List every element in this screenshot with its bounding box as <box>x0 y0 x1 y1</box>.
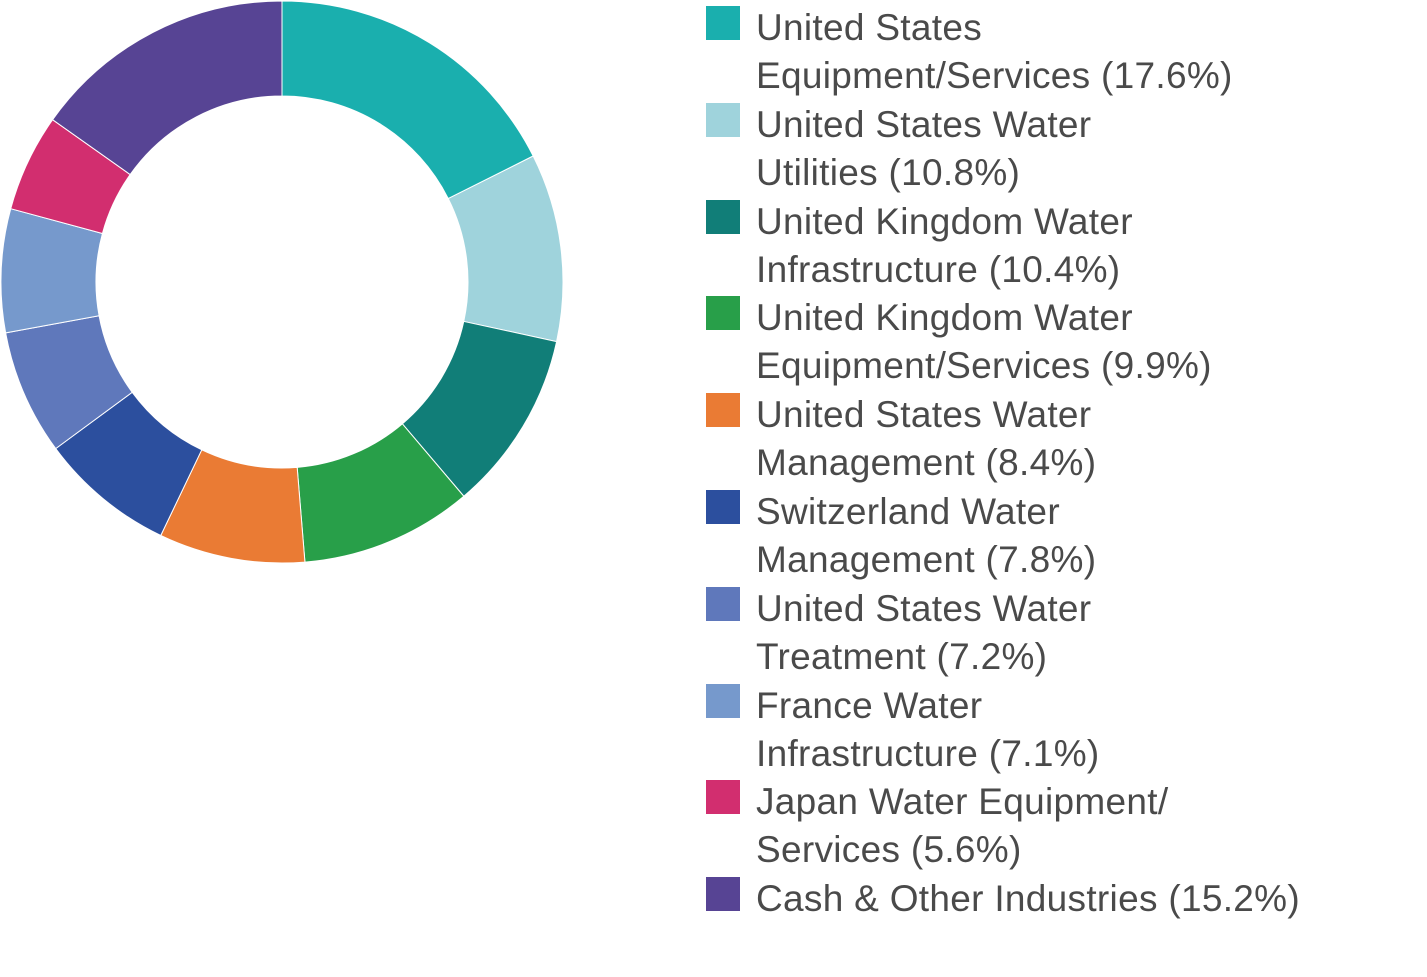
legend-item: Cash & Other Industries (15.2%) <box>706 875 1406 935</box>
legend-swatch <box>706 199 740 234</box>
legend-label-line1: Japan Water Equipment/ <box>756 781 1169 823</box>
legend-label-line1: Switzerland Water <box>756 490 1060 532</box>
legend-swatch <box>706 683 740 718</box>
legend-label-line2: Services (5.6%) <box>756 829 1022 871</box>
legend-label-line2: Infrastructure (7.1%) <box>756 732 1100 774</box>
legend-label-line2: Management (8.4%) <box>756 442 1097 484</box>
legend-label-line2: Management (7.8%) <box>756 538 1097 580</box>
legend-item: Switzerland Water Management (7.8%) <box>706 488 1406 585</box>
donut-slice <box>51 0 283 176</box>
legend-label-line1: France Water <box>756 684 983 726</box>
legend-swatch <box>706 877 740 912</box>
legend-label-line1: United States Water <box>756 103 1092 145</box>
legend-swatch <box>706 489 740 524</box>
legend-swatch <box>706 296 740 331</box>
legend-item: Japan Water Equipment/ Services (5.6%) <box>706 778 1406 875</box>
legend-item: United States Water Management (8.4%) <box>706 391 1406 488</box>
legend-label-line1: Cash & Other Industries (15.2%) <box>756 878 1300 920</box>
legend-label-line1: United States Water <box>756 587 1092 629</box>
legend-swatch <box>706 586 740 621</box>
legend-swatch <box>706 6 740 40</box>
legend-label-line1: United Kingdom Water <box>756 297 1133 339</box>
legend-label-line2: Utilities (10.8%) <box>756 151 1021 193</box>
legend-item: United States Water Treatment (7.2%) <box>706 585 1406 682</box>
legend-label-line2: Treatment (7.2%) <box>756 635 1048 677</box>
chart-legend: United States Equipment/Services (17.6%)… <box>706 4 1406 935</box>
legend-item: United Kingdom Water Equipment/Services … <box>706 294 1406 391</box>
legend-swatch <box>706 102 740 137</box>
legend-item: France Water Infrastructure (7.1%) <box>706 682 1406 779</box>
legend-item: United States Water Utilities (10.8%) <box>706 101 1406 198</box>
legend-label-line1: United States Water <box>756 394 1092 436</box>
donut-slice <box>281 0 534 200</box>
legend-item: United States Equipment/Services (17.6%) <box>706 4 1406 101</box>
legend-swatch <box>706 393 740 428</box>
legend-label-line2: Equipment/Services (17.6%) <box>756 55 1233 96</box>
legend-label-line1: United Kingdom Water <box>756 200 1133 242</box>
legend-label-line2: Equipment/Services (9.9%) <box>756 345 1212 387</box>
legend-item: United Kingdom Water Infrastructure (10.… <box>706 198 1406 295</box>
legend-label-line1: United States <box>756 7 983 48</box>
legend-swatch <box>706 780 740 815</box>
legend-label-line2: Infrastructure (10.4%) <box>756 248 1121 290</box>
donut-chart <box>0 0 564 564</box>
